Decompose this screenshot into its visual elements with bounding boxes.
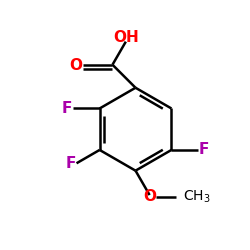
Text: O: O	[70, 58, 83, 73]
Text: O: O	[143, 189, 156, 204]
Text: OH: OH	[114, 30, 140, 45]
Text: CH$_3$: CH$_3$	[183, 188, 210, 205]
Text: F: F	[199, 142, 209, 158]
Text: F: F	[66, 156, 76, 171]
Text: F: F	[62, 101, 72, 116]
